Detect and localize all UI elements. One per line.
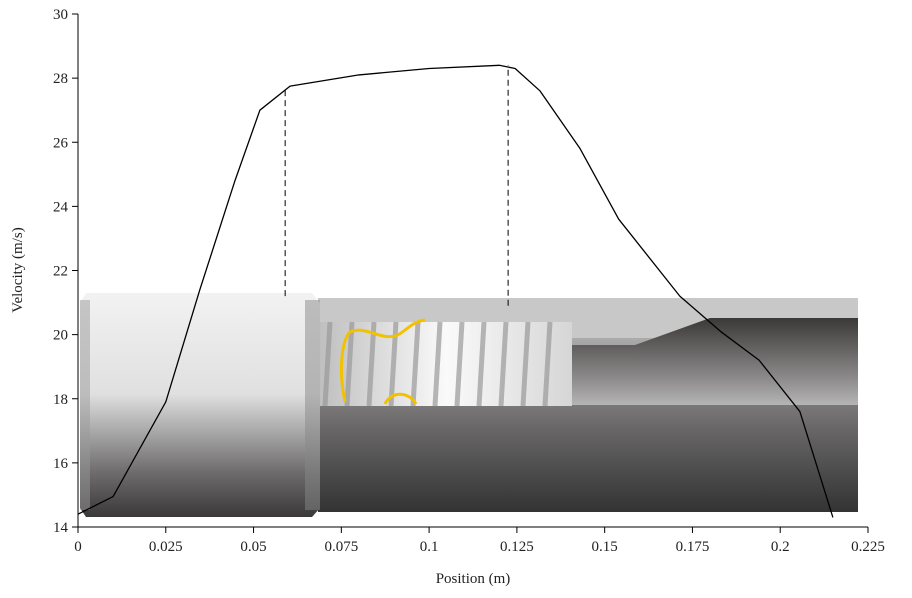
y-axis-label: Velocity (m/s): [10, 227, 26, 312]
y-tick-label: 26: [53, 135, 69, 151]
x-tick-label: 0.225: [851, 539, 885, 555]
y-tick-label: 20: [53, 328, 68, 344]
illustration: [80, 293, 858, 517]
x-tick-label: 0.175: [676, 539, 710, 555]
x-tick-label: 0.125: [500, 539, 534, 555]
y-tick-label: 30: [53, 7, 68, 23]
y-tick-label: 14: [53, 520, 69, 536]
x-tick-label: 0.025: [149, 539, 183, 555]
x-tick-label: 0.05: [240, 539, 266, 555]
y-tick-label: 16: [53, 456, 69, 472]
x-tick-label: 0.15: [592, 539, 618, 555]
y-tick-label: 24: [53, 199, 69, 215]
x-tick-label: 0: [74, 539, 82, 555]
chart: 14 16 18 20 22 24 26 28 30 0 0.025 0.05 0.075 0.1 0.12…: [0, 0, 912, 593]
y-tick-label: 28: [53, 71, 68, 87]
x-axis-label: Position (m): [436, 571, 511, 587]
y-tick-label: 22: [53, 264, 68, 280]
y-tick-label: 18: [53, 392, 68, 408]
x-tick-label: 0.075: [324, 539, 358, 555]
x-tick-label: 0.2: [771, 539, 790, 555]
x-tick-label: 0.1: [420, 539, 439, 555]
